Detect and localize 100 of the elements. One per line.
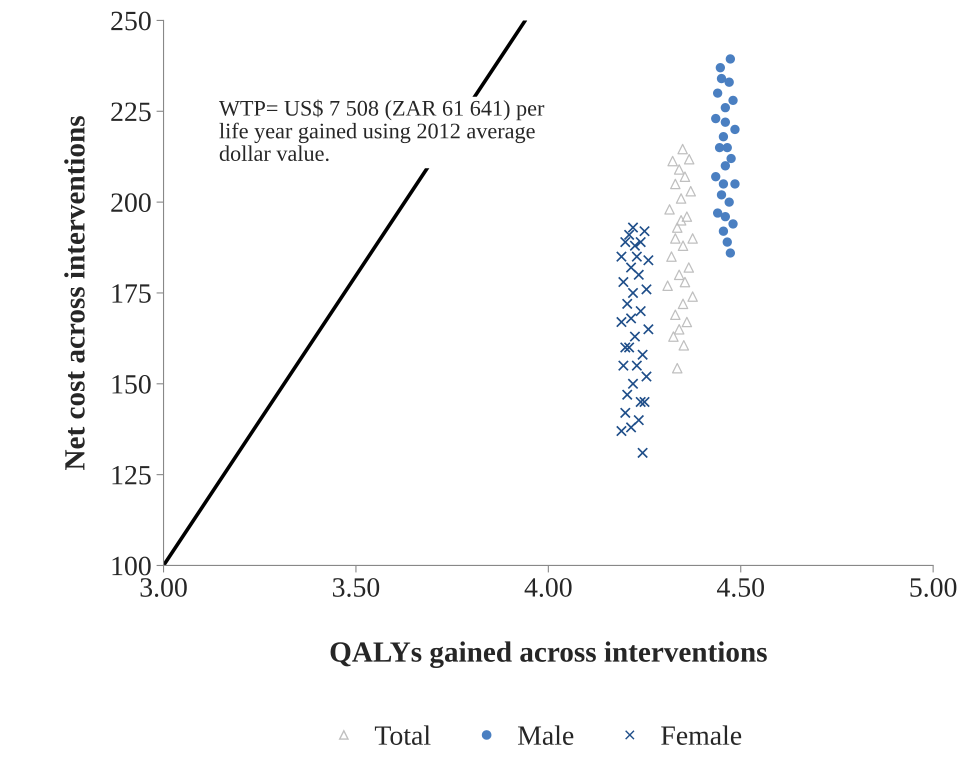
point (620, 407, 631, 418)
point (684, 154, 694, 165)
point (672, 222, 683, 233)
x-tick-label: 3.00 (140, 578, 187, 597)
legend-label: Male (518, 725, 574, 745)
point (728, 219, 738, 229)
point (720, 118, 730, 127)
point (633, 414, 644, 426)
point (680, 171, 690, 182)
point (674, 324, 684, 335)
point (682, 316, 692, 328)
point (718, 132, 728, 142)
point (687, 233, 698, 244)
point (670, 309, 681, 320)
point (670, 233, 681, 244)
point (716, 74, 726, 84)
point (724, 78, 734, 87)
x-tick-label: 3.50 (332, 578, 380, 597)
annotation: WTP= US$ 7 508 (ZAR 61 641) per life year gained using 2012 average dollar value. (218, 99, 544, 162)
point (711, 172, 720, 182)
point (730, 124, 740, 134)
x-tick-label: 5.00 (910, 578, 956, 597)
y-tick-label: 125 (112, 466, 151, 485)
point (724, 197, 734, 207)
point (667, 156, 678, 166)
point (635, 306, 646, 317)
point (678, 240, 688, 252)
point (618, 360, 629, 372)
x-tick-label: 4.00 (524, 578, 572, 597)
y-tick-label: 250 (111, 12, 151, 30)
point (722, 142, 732, 152)
point (633, 269, 644, 280)
point (666, 251, 677, 262)
point (682, 211, 692, 222)
point (672, 362, 683, 374)
point (712, 88, 722, 98)
point (635, 236, 646, 248)
point (642, 254, 654, 266)
point (637, 349, 648, 360)
point (716, 63, 726, 72)
point (680, 276, 690, 288)
y-tick-label: 100 (112, 556, 151, 576)
point (687, 291, 698, 302)
point (730, 179, 740, 189)
point (637, 447, 648, 458)
point (677, 144, 688, 154)
point (624, 342, 635, 353)
point (712, 208, 722, 218)
point (722, 237, 732, 247)
point (631, 251, 642, 262)
point (726, 248, 736, 258)
point (674, 164, 684, 175)
point (728, 96, 738, 106)
point (720, 212, 730, 222)
point (670, 178, 681, 190)
point (639, 226, 650, 237)
point (635, 396, 646, 408)
y-tick-label: 225 (111, 102, 151, 122)
point (720, 161, 730, 170)
point (624, 229, 635, 240)
point (685, 186, 696, 196)
point (674, 270, 684, 280)
y-tick-label: 200 (111, 193, 151, 212)
point (676, 215, 686, 226)
point (628, 287, 638, 298)
point (618, 276, 629, 288)
point (631, 360, 642, 372)
point (678, 340, 690, 351)
legend-label: Female (661, 725, 742, 745)
point (629, 331, 640, 342)
point (684, 262, 694, 273)
point (711, 114, 720, 124)
y-tick-label: 150 (112, 374, 151, 394)
point (716, 190, 726, 200)
point (616, 251, 627, 262)
point (718, 179, 728, 189)
point (662, 280, 673, 291)
point (626, 262, 637, 274)
point (622, 298, 633, 310)
point (640, 371, 652, 382)
point (714, 142, 724, 152)
y-axis-title: Net cost across interventions (64, 116, 85, 470)
point (720, 102, 730, 112)
point (664, 204, 675, 215)
point (628, 222, 638, 234)
point (718, 226, 728, 236)
x-tick-label: 4.50 (716, 578, 764, 597)
point (678, 298, 688, 310)
point (668, 331, 679, 342)
point (622, 389, 633, 400)
point (640, 284, 652, 295)
point (620, 342, 631, 353)
point (642, 324, 654, 335)
x-axis-title: QALYs gained across interventions (330, 641, 767, 668)
point (628, 378, 638, 390)
legend-label: Total (374, 725, 431, 745)
point (726, 54, 736, 64)
point (726, 154, 736, 164)
point (639, 396, 650, 408)
y-tick-label: 175 (112, 284, 151, 303)
